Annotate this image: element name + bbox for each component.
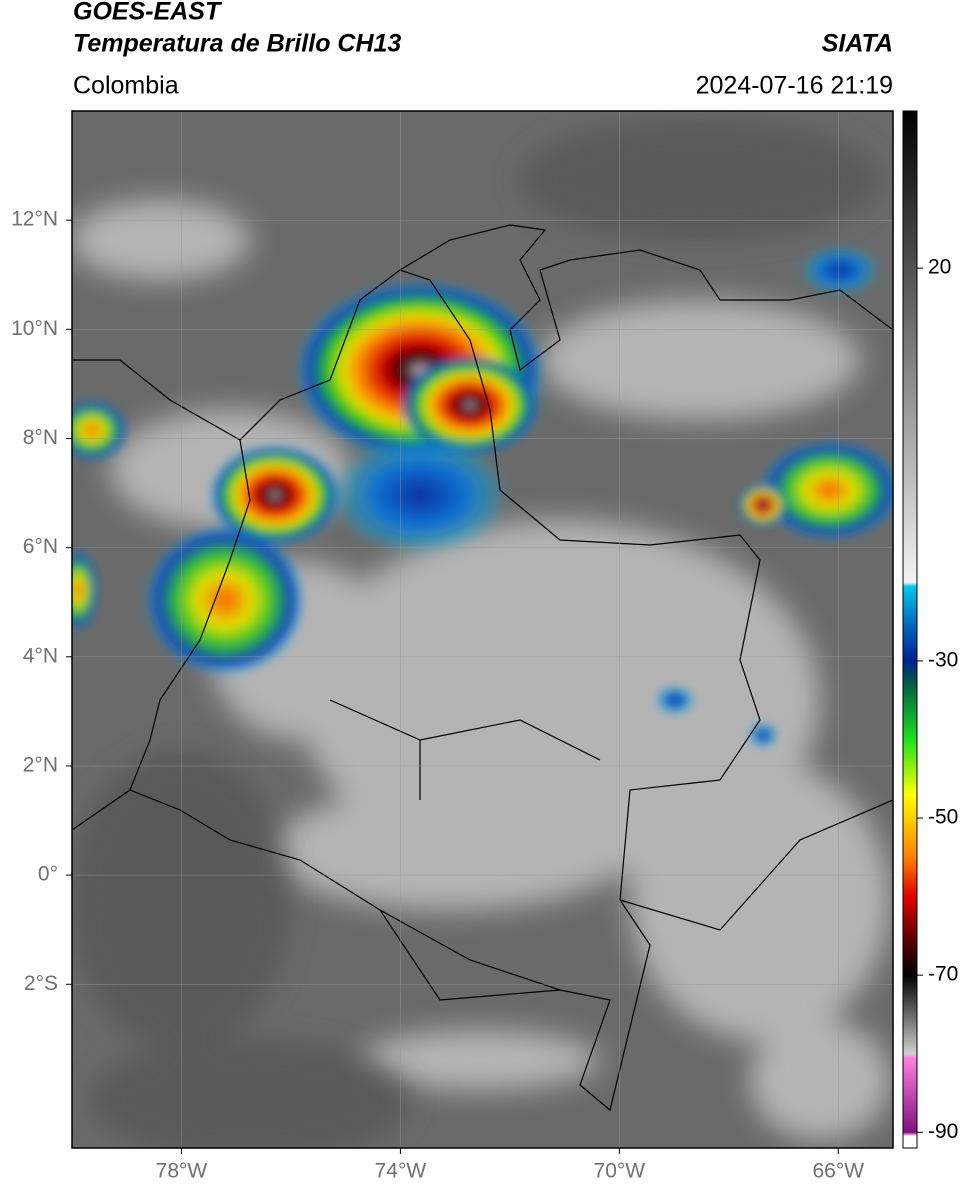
timestamp: 2024-07-16 21:19	[696, 72, 893, 100]
grid	[72, 111, 893, 1148]
x-tick-label: 66°W	[812, 1160, 864, 1183]
colorbar	[902, 110, 918, 1149]
x-tick-label: 70°W	[594, 1160, 646, 1183]
y-tick-label: 8°N	[23, 426, 58, 449]
y-tick-label: 2°S	[24, 972, 58, 995]
y-tick-label: 2°N	[23, 753, 58, 776]
y-tick-label: 0°	[38, 863, 58, 886]
colorbar-tick-label: 20	[928, 256, 951, 279]
map-frame	[71, 110, 894, 1149]
subtitle: Temperatura de Brillo CH13	[73, 30, 401, 58]
colorbar-tick-label: -70	[928, 963, 958, 986]
y-tick-label: 12°N	[11, 208, 58, 231]
y-tick-label: 6°N	[23, 535, 58, 558]
x-tick-label: 78°W	[156, 1160, 208, 1183]
x-tick-label: 74°W	[375, 1160, 427, 1183]
colorbar-tick-label: -30	[928, 648, 958, 671]
y-tick-label: 10°N	[11, 317, 58, 340]
colorbar-tick-label: -50	[928, 806, 958, 829]
y-tick-label: 4°N	[23, 644, 58, 667]
title: GOES-EAST	[73, 0, 223, 26]
satellite-image	[72, 111, 893, 1148]
colorbar-tick-label: -90	[928, 1120, 958, 1143]
region: Colombia	[73, 72, 179, 100]
source: SIATA	[822, 30, 893, 58]
